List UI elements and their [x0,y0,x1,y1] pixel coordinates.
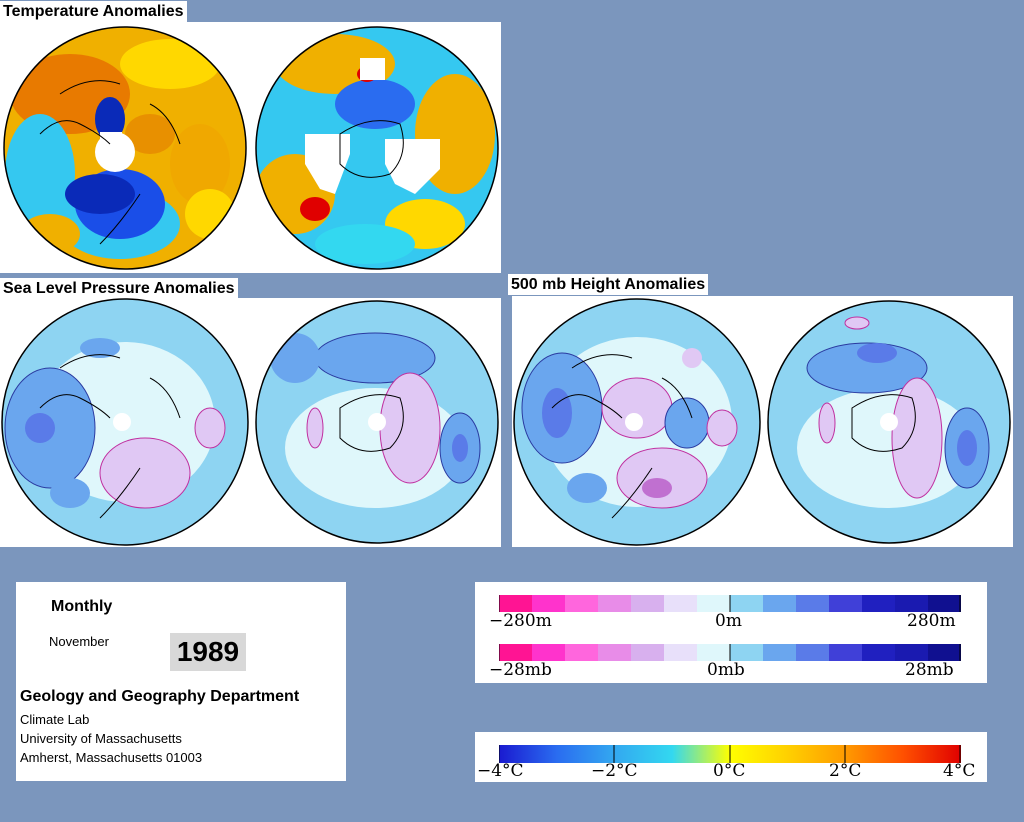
pressure-scale-swatch [829,644,863,661]
height-scale-swatch [796,595,830,612]
info-box: Monthly November 1989 Geology and Geogra… [16,582,346,781]
slp-map-south [255,300,499,544]
slp-title: Sea Level Pressure Anomalies [0,278,238,299]
height-scale-swatch [565,595,599,612]
height-scale-swatch [664,595,698,612]
pressure-scale-swatch [532,644,566,661]
slp-map-north [1,298,249,546]
pressure-scale-swatch [499,644,533,661]
temperature-legend-label-2: 0°C [713,761,746,781]
lab-label: Climate Lab [20,712,90,727]
height-scale-swatch [532,595,566,612]
height-scale-swatch [598,595,632,612]
height-scale-swatch [763,595,797,612]
height-scale-swatch [928,595,961,612]
pressure-scale-swatch [565,644,599,661]
period-label: Monthly [51,598,113,615]
pressure-scale-swatch [895,644,929,661]
height-scale-swatch [697,595,731,612]
height-scale-swatch [829,595,863,612]
pressure-legend-center: 0mb [707,660,745,680]
temperature-legend-box: −4°C −2°C 0°C 2°C 4°C [475,732,987,782]
height-scale-swatch [730,595,764,612]
height-scale-swatch [895,595,929,612]
year-label: 1989 [170,633,246,671]
height-title: 500 mb Height Anomalies [508,274,709,295]
temperature-scale-bar [499,745,961,763]
pressure-scale-swatch [796,644,830,661]
height-scale-bar [499,595,961,612]
pressure-scale-swatch [763,644,797,661]
university-label: University of Massachusetts [20,731,182,746]
height-scale-swatch [631,595,665,612]
pressure-scale-swatch [631,644,665,661]
month-label: November [49,634,109,649]
temperature-legend-label-1: −2°C [591,761,638,781]
address-label: Amherst, Massachusetts 01003 [20,750,203,765]
temperature-legend-label-4: 4°C [943,761,976,781]
anomaly-legend-box: −280m 0m 280m −28mb 0mb 28mb [475,582,987,683]
pressure-legend-left: −28mb [489,660,552,680]
temperature-legend-label-0: −4°C [477,761,524,781]
pressure-scale-swatch [598,644,632,661]
temperature-legend-label-3: 2°C [829,761,862,781]
temperature-map-north [3,26,247,270]
pressure-scale-swatch [928,644,961,661]
pressure-scale-swatch [664,644,698,661]
pressure-scale-swatch [862,644,896,661]
height-legend-left: −280m [489,611,552,631]
height-scale-swatch [862,595,896,612]
pressure-legend-right: 28mb [905,660,954,680]
department-label: Geology and Geography Department [20,688,300,705]
pressure-scale-swatch [730,644,764,661]
height-legend-center: 0m [715,611,742,631]
height-legend-right: 280m [907,611,956,631]
height-map-north [513,298,761,546]
temperature-title: Temperature Anomalies [0,1,187,22]
pressure-scale-bar [499,644,961,661]
height-scale-swatch [499,595,533,612]
height-map-south [767,300,1011,544]
pressure-scale-swatch [697,644,731,661]
temperature-map-south [255,26,499,270]
